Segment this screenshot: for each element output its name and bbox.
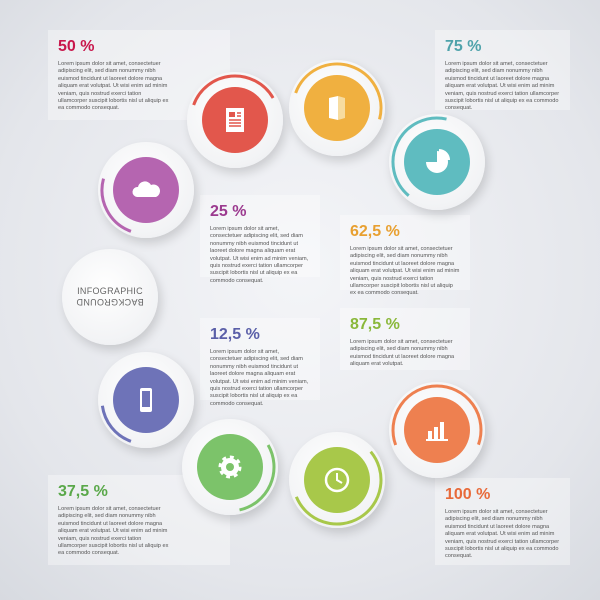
percent-label: 87,5 % (350, 316, 400, 333)
percent-label: 25 % (210, 203, 247, 220)
progress-arc (100, 405, 132, 443)
percent-label: 12,5 % (210, 326, 260, 343)
description: Lorem ipsum dolor sit amet, consectetuer… (350, 246, 460, 297)
description: Lorem ipsum dolor sit amet, consectetuer… (58, 61, 169, 112)
description: Lorem ipsum dolor sit amet, consectetuer… (210, 349, 309, 407)
clock-icon (324, 467, 350, 493)
pie-chart-icon (426, 149, 450, 173)
description: Lorem ipsum dolor sit amet, consectetuer… (58, 506, 169, 557)
percent-label: 100 % (445, 486, 491, 503)
phone-icon (140, 388, 152, 412)
percent-label: 75 % (445, 38, 482, 55)
percent-label: 62,5 % (350, 223, 400, 240)
progress-arc (192, 74, 275, 106)
circle-document (187, 72, 283, 168)
info-box-100: 100 % Lorem ipsum dolor sit amet, consect… (435, 478, 570, 565)
info-box-75: 75 % Lorem ipsum dolor sit amet, consecte… (435, 30, 570, 112)
circle-infographic: INFOGRAPHIC BACKGROUND (62, 249, 158, 345)
bar-chart-icon (426, 422, 448, 441)
title-infographic: INFOGRAPHIC (77, 286, 143, 296)
progress-arc (391, 384, 483, 446)
info-box-62-5: 62,5 % Lorem ipsum dolor sit amet, consec… (340, 215, 470, 296)
description: Lorem ipsum dolor sit amet, consectetuer… (210, 226, 309, 284)
percent-label: 37,5 % (58, 483, 108, 500)
description: Lorem ipsum dolor sit amet, consectetuer… (350, 339, 455, 368)
description: Lorem ipsum dolor sit amet, consectetuer… (445, 509, 560, 560)
gear-icon (218, 455, 242, 479)
progress-arc (239, 444, 276, 512)
book-icon (329, 96, 345, 120)
progress-arc (100, 178, 132, 233)
cloud-icon (132, 181, 160, 197)
info-box-50: 50 % Lorem ipsum dolor sit amet, consecte… (48, 30, 230, 120)
percent-label: 50 % (58, 38, 95, 55)
progress-arc (294, 450, 383, 526)
description: Lorem ipsum dolor sit amet, consectetuer… (445, 61, 560, 112)
info-box-12-5: 12,5 % Lorem ipsum dolor sit amet, consec… (200, 318, 320, 407)
progress-arc (294, 62, 383, 120)
info-box-87-5: 87,5 % Lorem ipsum dolor sit amet, consec… (340, 308, 470, 370)
info-box-25: 25 % Lorem ipsum dolor sit amet, consecte… (200, 195, 320, 284)
document-icon (226, 108, 244, 132)
progress-arc (391, 116, 447, 197)
